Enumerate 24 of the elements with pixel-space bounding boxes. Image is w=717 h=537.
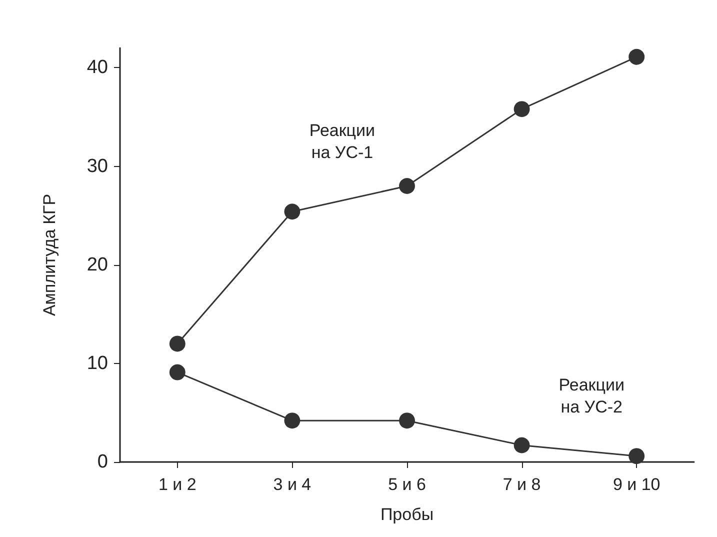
x-tick-label: 9 и 10	[612, 475, 660, 494]
y-tick-label: 30	[86, 156, 108, 177]
x-tick-label: 7 и 8	[502, 475, 541, 494]
point	[628, 448, 645, 464]
point	[169, 336, 186, 352]
x-tick-label: 1 и 2	[158, 475, 196, 494]
point	[514, 437, 530, 454]
point	[399, 178, 415, 194]
point	[284, 204, 300, 220]
x-tick-label: 5 и 6	[388, 475, 426, 494]
x-axis-title: Пробы	[380, 505, 434, 524]
y-tick-label: 10	[86, 352, 108, 374]
point	[169, 364, 186, 380]
point	[284, 412, 300, 429]
point	[628, 48, 645, 65]
y-tick-label: 40	[86, 57, 108, 78]
point	[399, 412, 415, 429]
x-tick-label: 3 и 4	[273, 475, 312, 494]
y-axis-title: Амплитуда КГР	[40, 194, 59, 316]
series-label: Реакции на УС-1	[309, 121, 376, 162]
point	[514, 101, 530, 118]
y-tick-label: 20	[86, 254, 108, 276]
y-tick-label: 0	[97, 452, 108, 472]
series-label: Реакции на УС-2	[558, 376, 624, 417]
